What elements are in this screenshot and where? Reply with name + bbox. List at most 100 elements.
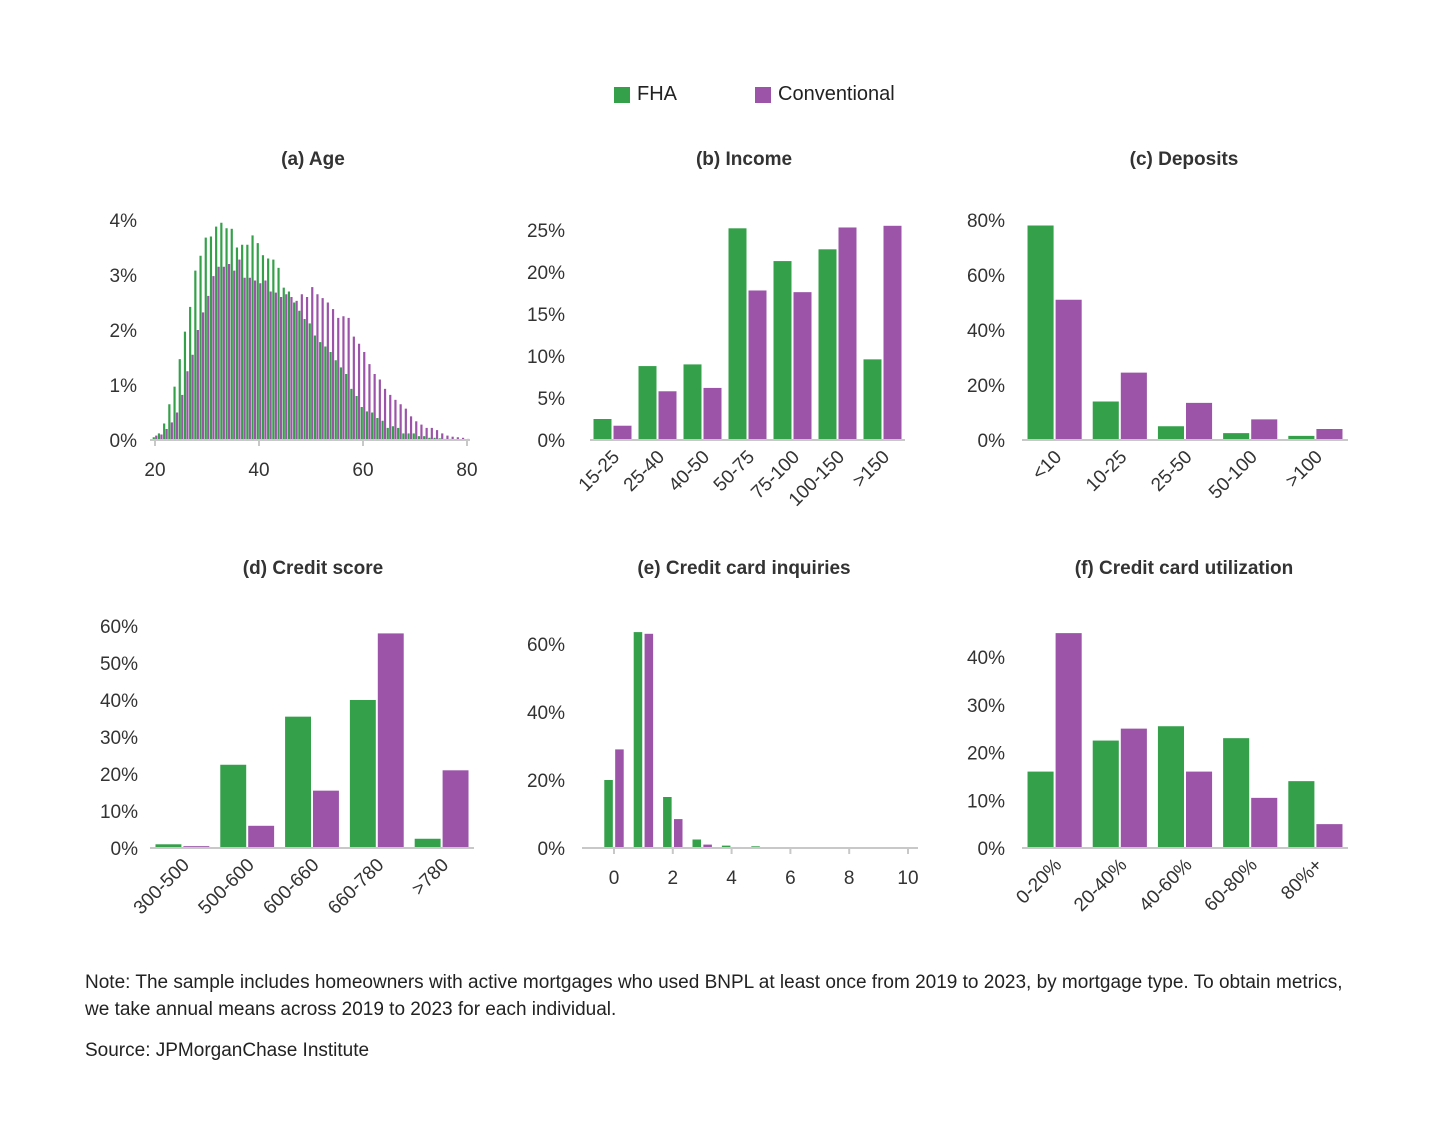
x-tick-label: 25-50 xyxy=(1147,447,1196,496)
bar-fha-36 xyxy=(235,247,239,440)
y-tick-label: 15% xyxy=(527,305,565,326)
bar-fha-42 xyxy=(267,258,270,440)
bar-conventional-2 xyxy=(1186,402,1213,440)
bar-conventional-36 xyxy=(238,259,241,440)
y-tick-label: 40% xyxy=(527,703,565,724)
y-tick-label: 50% xyxy=(100,654,138,675)
bar-fha-29 xyxy=(199,255,202,440)
bar-fha-44 xyxy=(277,267,280,440)
bar-conventional-71 xyxy=(420,424,423,440)
bar-fha-58 xyxy=(350,388,353,440)
bar-fha-49 xyxy=(303,319,306,440)
bar-conventional-4 xyxy=(793,292,812,440)
bar-fha-69 xyxy=(407,433,410,440)
y-tick-label: 10% xyxy=(100,802,138,823)
bar-conventional-68 xyxy=(404,408,407,440)
bar-fha-46 xyxy=(287,291,291,440)
legend-item-conventional: Conventional xyxy=(755,83,895,106)
x-tick-label: 60-80% xyxy=(1201,855,1262,916)
bar-conventional-26 xyxy=(186,371,189,440)
bar-fha-33 xyxy=(220,222,223,440)
bar-fha-72 xyxy=(423,436,426,440)
x-tick-label: 80%+ xyxy=(1277,855,1327,905)
bar-conventional-5 xyxy=(838,227,857,440)
bar-conventional-3 xyxy=(377,633,404,848)
bar-fha-4 xyxy=(773,261,792,440)
bar-fha-37 xyxy=(241,244,244,440)
bar-fha-31 xyxy=(209,236,213,440)
y-tick-label: 10% xyxy=(967,791,1005,812)
bar-conventional-27 xyxy=(191,354,194,440)
panel-title: (f) Credit card utilization xyxy=(1075,558,1294,579)
y-tick-label: 80% xyxy=(967,211,1005,232)
bar-fha-30 xyxy=(204,237,207,440)
bar-fha-2 xyxy=(1157,426,1184,440)
bar-conventional-53 xyxy=(326,302,329,440)
bar-conventional-34 xyxy=(227,264,231,440)
bar-conventional-77 xyxy=(451,436,454,440)
bar-conventional-28 xyxy=(196,330,199,440)
bar-fha-5 xyxy=(818,249,837,440)
bar-fha-25 xyxy=(178,359,181,440)
bar-conventional-3 xyxy=(1251,797,1278,848)
x-tick-label: 15-25 xyxy=(575,447,624,496)
x-tick-label: 40-50 xyxy=(665,447,714,496)
legend: FHA Conventional xyxy=(614,83,895,106)
y-tick-label: 20% xyxy=(527,263,565,284)
bar-fha-23 xyxy=(168,404,171,440)
x-tick-label: 10-25 xyxy=(1082,447,1131,496)
bar-conventional-25 xyxy=(181,394,184,440)
bar-fha-51 xyxy=(313,335,317,440)
bar-conventional-56 xyxy=(342,316,345,440)
bar-fha-27 xyxy=(189,306,192,440)
bar-fha-45 xyxy=(282,287,285,440)
bar-fha-64 xyxy=(381,420,384,440)
bar-fha-3 xyxy=(692,839,702,848)
bar-fha-70 xyxy=(412,433,415,440)
y-tick-label: 1% xyxy=(110,376,138,397)
bar-conventional-35 xyxy=(233,270,236,440)
x-tick-label: 0-20% xyxy=(1012,855,1066,909)
bar-conventional-54 xyxy=(331,309,335,440)
y-tick-label: 0% xyxy=(111,839,139,860)
bar-fha-47 xyxy=(293,302,296,440)
x-tick-label: 20-40% xyxy=(1070,855,1131,916)
bar-conventional-30 xyxy=(207,295,210,440)
bar-conventional-39 xyxy=(253,280,257,440)
bar-conventional-1 xyxy=(644,633,654,848)
bar-fha-34 xyxy=(225,228,228,440)
bar-fha-0 xyxy=(593,419,612,440)
bar-fha-0 xyxy=(1027,771,1054,848)
y-tick-label: 5% xyxy=(538,389,566,410)
panel-title: (b) Income xyxy=(696,149,792,170)
x-tick-label: 600-660 xyxy=(259,855,323,919)
bar-fha-3 xyxy=(1223,433,1250,440)
bar-conventional-69 xyxy=(409,416,413,440)
bar-conventional-64 xyxy=(383,388,387,440)
bar-conventional-73 xyxy=(430,427,433,440)
legend-swatch-fha xyxy=(614,86,630,103)
bar-conventional-1 xyxy=(1120,728,1147,848)
bar-fha-24 xyxy=(173,386,176,440)
bar-fha-65 xyxy=(386,427,389,440)
note-text: Note: The sample includes homeowners wit… xyxy=(85,972,1343,1020)
bar-conventional-61 xyxy=(368,364,371,440)
panel-inquiries: (e) Credit card inquiries 0% 20% 40% 60% 0 2 4 6… xyxy=(527,558,919,889)
bar-fha-4 xyxy=(721,845,731,848)
bar-conventional-22 xyxy=(165,429,168,440)
bar-fha-21 xyxy=(157,433,161,440)
x-tick-label: >100 xyxy=(1282,447,1327,492)
bar-fha-40 xyxy=(256,243,259,440)
bar-fha-66 xyxy=(391,426,395,440)
bar-fha-35 xyxy=(230,228,233,440)
bar-fha-39 xyxy=(251,235,254,440)
y-tick-label: 20% xyxy=(100,765,138,786)
bar-fha-0 xyxy=(1027,225,1054,440)
bar-conventional-74 xyxy=(435,430,439,440)
bar-conventional-41 xyxy=(264,280,267,440)
panel-title: (e) Credit card inquiries xyxy=(637,558,850,579)
bar-fha-26 xyxy=(183,331,187,440)
panel-income: (b) Income 0% 5% 10% 15% 20% 25% 15-2525-4040-5… xyxy=(527,149,905,511)
